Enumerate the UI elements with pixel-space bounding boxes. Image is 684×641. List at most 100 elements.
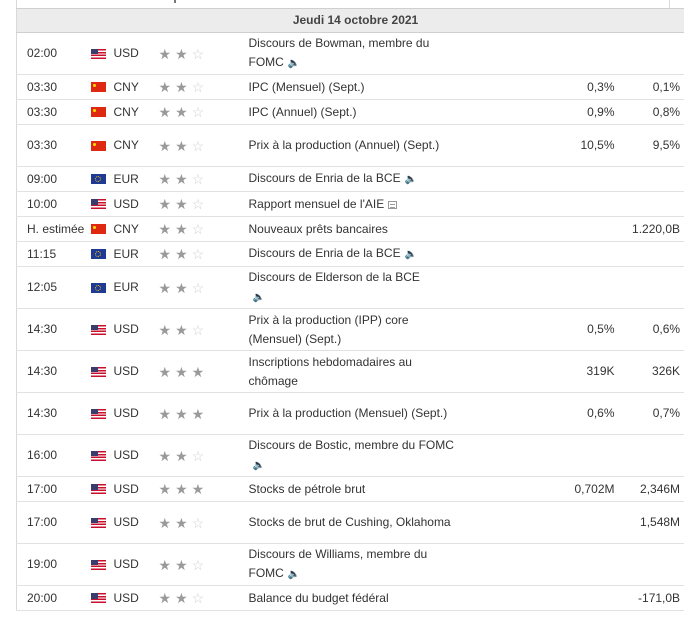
event-name-link[interactable]: Inscriptions hebdomadaires au chômage — [248, 354, 412, 388]
event-row[interactable]: 14:30 USD ★ ★ ★ Inscriptions hebdomadaires au… — [16, 350, 684, 393]
event-name-link[interactable]: Discours de Bostic, membre du FOMC — [248, 438, 454, 452]
event-name-link[interactable]: Discours de Enria de la BCE — [248, 171, 401, 185]
star-filled-icon: ★ — [158, 279, 172, 296]
event-name-link[interactable]: Prix à la production (Annuel) (Sept.) — [248, 138, 440, 152]
event-name-link[interactable]: Nouveaux prêts bancaires — [248, 221, 388, 236]
event-forecast: 0,702M — [540, 476, 625, 502]
event-row[interactable]: 03:30 CNY ★ ★ ☆ Prix à la production (Annuel)… — [16, 124, 684, 167]
event-name-cell[interactable]: Nouveaux prêts bancaires — [244, 216, 467, 242]
importance-cell: ★ ★ ☆ — [156, 543, 245, 586]
event-name-link[interactable]: Stocks de pétrole brut — [248, 481, 366, 496]
star-filled-icon: ★ — [175, 196, 188, 212]
event-row[interactable]: 16:00 USD ★ ★ ☆ Discours de Bostic, membre du… — [16, 434, 684, 477]
event-name-cell[interactable]: Prix à la production (Mensuel) (Sept.) — [244, 392, 467, 435]
currency: USD — [85, 320, 157, 339]
star-empty-icon: ☆ — [191, 79, 205, 95]
importance-stars: ★ ★ ☆ — [157, 247, 245, 261]
speaker-icon: 🔈 — [404, 174, 418, 185]
event-row[interactable]: 03:30 CNY ★ ★ ☆ IPC (Annuel) (Sept.) 0,9% 0,8% — [16, 99, 684, 125]
event-name-cell[interactable]: Rapport mensuel de l'AIE — [244, 191, 467, 217]
importance-stars: ★ ★ ☆ — [157, 558, 245, 572]
event-time: 14:30 — [16, 350, 85, 393]
flag-cn-icon — [90, 82, 106, 92]
event-name-link[interactable]: Discours de Bowman, membre du FOMC — [248, 36, 430, 69]
event-name-link[interactable]: Rapport mensuel de l'AIE — [248, 196, 385, 211]
star-filled-icon: ★ — [175, 481, 188, 497]
event-name-cell[interactable]: Discours de Enria de la BCE 🔈 — [244, 241, 467, 267]
event-forecast: 319K — [540, 350, 625, 393]
star-filled-icon: ★ — [191, 405, 205, 422]
event-name-link[interactable]: Stocks de brut de Cushing, Oklahoma — [248, 515, 451, 529]
event-row[interactable]: 14:30 USD ★ ★ ☆ Prix à la production (IPP) co… — [16, 308, 684, 351]
star-empty-icon: ☆ — [191, 514, 205, 531]
event-row[interactable]: 20:00 USD ★ ★ ☆ Balance du budget fédéral -171… — [16, 585, 684, 611]
event-forecast — [540, 216, 625, 242]
event-row[interactable]: 10:00 USD ★ ★ ☆ Rapport mensuel de l'AIE — [16, 191, 684, 217]
event-actual — [466, 166, 541, 192]
event-forecast — [540, 191, 625, 217]
scroll-marker — [174, 0, 176, 3]
importance-stars: ★ ★ ☆ — [157, 47, 245, 61]
importance-stars: ★ ★ ☆ — [157, 323, 245, 337]
currency-code: USD — [113, 557, 139, 571]
star-filled-icon: ★ — [158, 405, 172, 422]
event-name-cell[interactable]: IPC (Mensuel) (Sept.) — [244, 74, 467, 100]
currency-code: USD — [113, 406, 139, 420]
event-name-link[interactable]: IPC (Annuel) (Sept.) — [248, 104, 357, 119]
event-name-cell[interactable]: IPC (Annuel) (Sept.) — [244, 99, 467, 125]
importance-cell: ★ ★ ☆ — [156, 434, 245, 477]
event-name-cell[interactable]: Discours de Williams, membre du FOMC 🔈 — [244, 543, 467, 586]
event-name-link[interactable]: Discours de Enria de la BCE — [248, 246, 401, 260]
currency: USD — [85, 44, 157, 63]
event-row[interactable]: 17:00 USD ★ ★ ☆ Stocks de brut de Cushing, Ok… — [16, 501, 684, 544]
flag-us-icon — [90, 408, 106, 419]
event-name-cell[interactable]: Discours de Bostic, membre du FOMC 🔈 — [244, 434, 467, 477]
currency-code: USD — [113, 196, 139, 211]
event-name-link[interactable]: Balance du budget fédéral — [248, 590, 389, 605]
event-name-cell[interactable]: Discours de Bowman, membre du FOMC 🔈 — [244, 32, 467, 75]
speaker-icon: 🔈 — [252, 460, 265, 471]
importance-cell: ★ ★ ☆ — [156, 585, 245, 611]
event-previous — [624, 241, 684, 267]
event-currency-cell: USD — [84, 476, 157, 502]
event-row[interactable]: H. estimée CNY ★ ★ ☆ Nouveaux prêts bancaires… — [16, 216, 684, 242]
event-actual — [466, 191, 541, 217]
event-row[interactable]: 12:05 EUR ★ ★ ☆ Discours de Elderson de la BC… — [16, 266, 684, 309]
event-name-cell[interactable]: Balance du budget fédéral — [244, 585, 467, 611]
event-row[interactable]: 02:00 USD ★ ★ ☆ Discours de Bowman, membre du… — [16, 32, 684, 75]
event-name-cell[interactable]: Prix à la production (Annuel) (Sept.) — [244, 124, 467, 167]
event-name-cell[interactable]: Inscriptions hebdomadaires au chômage — [244, 350, 467, 393]
event-name-cell[interactable]: Stocks de brut de Cushing, Oklahoma — [244, 501, 467, 544]
currency: USD — [85, 513, 157, 532]
star-filled-icon: ★ — [191, 481, 205, 497]
event-currency-cell: CNY — [84, 124, 157, 167]
event-row[interactable]: 19:00 USD ★ ★ ☆ Discours de Williams, membre … — [16, 543, 684, 586]
currency-code: CNY — [113, 104, 139, 119]
event-row[interactable]: 14:30 USD ★ ★ ★ Prix à la production (Mensuel… — [16, 392, 684, 435]
event-forecast — [540, 434, 625, 477]
event-row[interactable]: 11:15 EUR ★ ★ ☆ Discours de Enria de la BCE 🔈 — [16, 241, 684, 267]
event-name-link[interactable]: Discours de Elderson de la BCE — [248, 270, 420, 284]
event-name-link[interactable]: Prix à la production (Mensuel) (Sept.) — [248, 406, 448, 420]
star-empty-icon: ☆ — [191, 246, 205, 262]
importance-cell: ★ ★ ★ — [156, 350, 245, 393]
event-name-link[interactable]: Discours de Williams, membre du FOMC — [248, 547, 428, 580]
currency: USD — [85, 446, 157, 465]
star-filled-icon: ★ — [158, 590, 172, 606]
currency: EUR — [85, 170, 157, 189]
event-name-cell[interactable]: Prix à la production (IPP) core (Mensuel… — [244, 308, 467, 351]
star-empty-icon: ☆ — [191, 590, 205, 606]
event-actual — [466, 392, 541, 435]
event-name-cell[interactable]: Stocks de pétrole brut — [244, 476, 467, 502]
event-row[interactable]: 03:30 CNY ★ ★ ☆ IPC (Mensuel) (Sept.) 0,3% 0,1% — [16, 74, 684, 100]
event-name-cell[interactable]: Discours de Elderson de la BCE 🔈 — [244, 266, 467, 309]
flag-us-icon — [90, 199, 106, 209]
event-row[interactable]: 09:00 EUR ★ ★ ☆ Discours de Enria de la BCE 🔈 — [16, 166, 684, 192]
star-filled-icon: ★ — [158, 514, 172, 531]
event-name-cell[interactable]: Discours de Enria de la BCE 🔈 — [244, 166, 467, 192]
event-previous — [624, 166, 684, 192]
event-name-link[interactable]: IPC (Mensuel) (Sept.) — [248, 79, 365, 94]
event-row[interactable]: 17:00 USD ★ ★ ★ Stocks de pétrole brut 0,702M 2… — [16, 476, 684, 502]
currency-code: USD — [113, 322, 139, 336]
event-name-link[interactable]: Prix à la production (IPP) core (Mensuel… — [248, 312, 409, 346]
